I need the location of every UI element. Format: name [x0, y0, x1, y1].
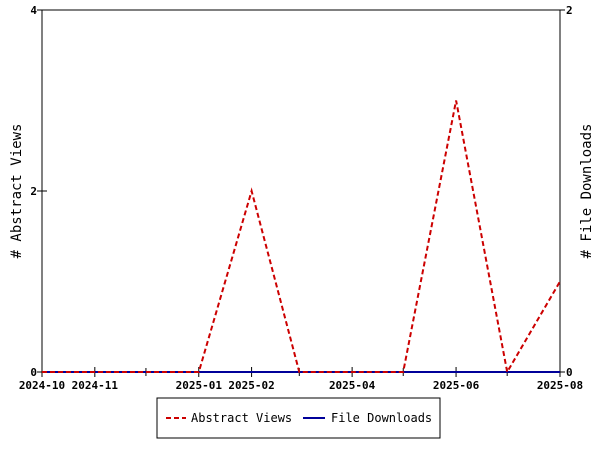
legend-label-abstract-views: Abstract Views	[191, 411, 292, 425]
series-layer	[42, 100, 561, 375]
plot-frame	[41, 9, 561, 373]
y-left-tick-label-1: 2	[30, 185, 37, 198]
x-tick-label-0: 2024-10	[19, 379, 65, 392]
legend: Abstract Views File Downloads	[156, 397, 441, 439]
x-tick-label-4: 2025-04	[329, 379, 376, 392]
y-left-tick-label-0: 0	[30, 366, 37, 379]
y-right-tick-label-1: 2	[566, 4, 573, 17]
x-tick-label-1: 2024-11	[72, 379, 119, 392]
series-line-abstract-views	[42, 100, 561, 375]
x-axis: 2024-10 2024-11 2025-01 2025-02 2025-04 2025-…	[19, 367, 583, 392]
y-right-tick-label-0: 0	[566, 366, 573, 379]
x-tick-label-6: 2025-08	[537, 379, 583, 392]
y-left-tick-label-2: 4	[30, 4, 37, 17]
x-tick-label-5: 2025-06	[433, 379, 480, 392]
legend-box	[156, 397, 441, 439]
x-tick-label-3: 2025-02	[228, 379, 274, 392]
y-axis-left-title: # Abstract Views	[9, 124, 25, 259]
legend-label-file-downloads: File Downloads	[331, 411, 432, 425]
y-axis-right: 02	[555, 4, 573, 379]
y-axis-left: 0 2 4	[30, 4, 47, 379]
y-axis-right-title: # File Downloads	[579, 124, 595, 259]
x-tick-label-2: 2025-01	[176, 379, 223, 392]
